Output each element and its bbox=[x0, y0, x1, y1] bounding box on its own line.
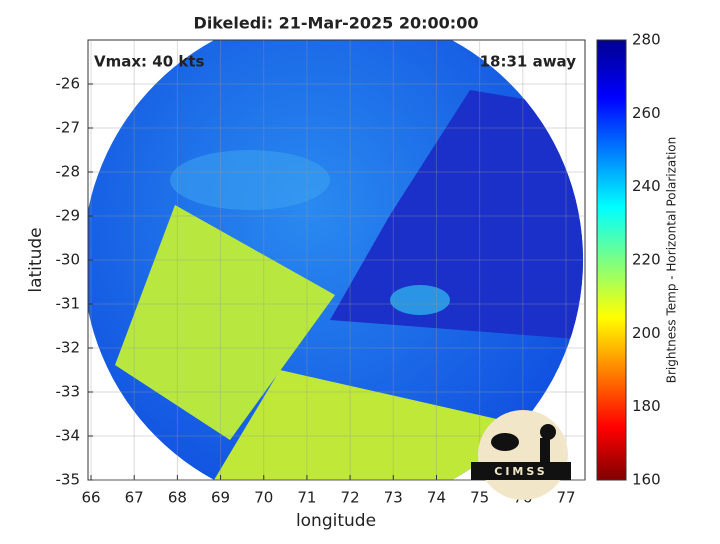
y-tick-label: -35 bbox=[56, 471, 81, 489]
y-tick-label: -30 bbox=[56, 251, 81, 269]
x-tick-label: 75 bbox=[470, 489, 489, 507]
x-tick-label: 71 bbox=[297, 489, 316, 507]
logo-text: CIMSS bbox=[494, 465, 547, 478]
y-tick-label: -27 bbox=[56, 119, 81, 137]
y-tick-label: -28 bbox=[56, 163, 81, 181]
x-tick-label: 73 bbox=[384, 489, 403, 507]
annotation: 18:31 away bbox=[480, 53, 577, 71]
y-axis-label: latitude bbox=[26, 227, 46, 292]
y-tick-label: -29 bbox=[56, 207, 81, 225]
colorbar-tick-label: 280 bbox=[632, 31, 661, 49]
colorbar bbox=[596, 39, 627, 481]
colorbar-tick-label: 200 bbox=[632, 324, 661, 342]
y-tick-label: -26 bbox=[56, 75, 81, 93]
swath bbox=[88, 40, 583, 480]
colorbar-tick-label: 260 bbox=[632, 104, 661, 122]
colorbar-tick-label: 180 bbox=[632, 397, 661, 415]
logo: CIMSS bbox=[471, 410, 571, 500]
x-tick-label: 74 bbox=[427, 489, 446, 507]
x-tick-label: 72 bbox=[341, 489, 360, 507]
x-axis-label: longitude bbox=[296, 511, 376, 531]
x-tick-label: 66 bbox=[81, 489, 100, 507]
y-tick-label: -34 bbox=[56, 427, 81, 445]
x-tick-label: 69 bbox=[211, 489, 230, 507]
y-tick-label: -31 bbox=[56, 295, 81, 313]
x-tick-label: 70 bbox=[254, 489, 273, 507]
y-tick-label: -33 bbox=[56, 383, 81, 401]
colorbar-label: Brightness Temp - Horizontal Polarizatio… bbox=[665, 137, 679, 384]
colorbar-tick-label: 240 bbox=[632, 177, 661, 195]
y-tick-label: -32 bbox=[56, 339, 81, 357]
colorbar-tick-label: 220 bbox=[632, 251, 661, 269]
x-tick-label: 77 bbox=[556, 489, 575, 507]
annotation: Vmax: 40 kts bbox=[94, 53, 204, 71]
colorbar-tick-label: 160 bbox=[632, 471, 661, 489]
x-tick-label: 67 bbox=[125, 489, 144, 507]
chart-title: Dikeledi: 21-Mar-2025 20:00:00 bbox=[194, 14, 479, 33]
x-tick-label: 68 bbox=[168, 489, 187, 507]
